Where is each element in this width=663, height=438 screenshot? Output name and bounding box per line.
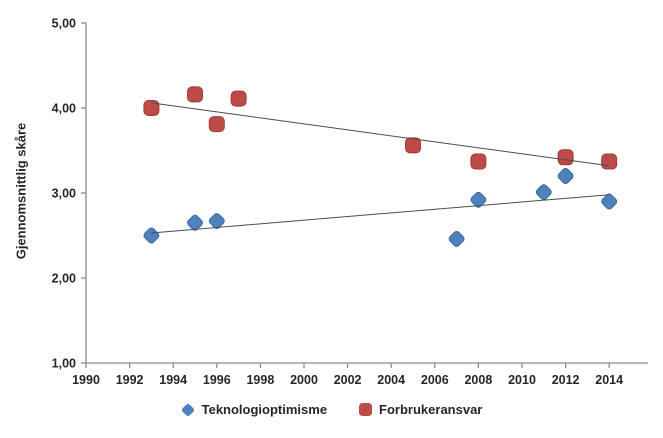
- data-point-forbrukeransvar: [230, 90, 247, 107]
- data-point-teknologioptimisme: [535, 184, 552, 201]
- data-point-forbrukeransvar: [470, 153, 487, 170]
- legend-item-forbrukeransvar: Forbrukeransvar: [359, 402, 482, 417]
- x-tick-label: 2002: [334, 373, 362, 387]
- data-point-forbrukeransvar: [143, 100, 160, 116]
- x-tick-label: 1996: [203, 373, 231, 387]
- legend-label-teknologioptimisme: Teknologioptimisme: [201, 402, 328, 417]
- x-tick-label: 1994: [159, 373, 187, 387]
- data-point-teknologioptimisme: [448, 230, 465, 247]
- y-tick-label: 5,00: [52, 17, 76, 31]
- x-tick-label: 2008: [464, 373, 492, 387]
- x-tick-label: 2004: [377, 373, 405, 387]
- legend-item-teknologioptimisme: Teknologioptimisme: [180, 402, 328, 417]
- x-tick-label: 1990: [72, 373, 100, 387]
- data-point-forbrukeransvar: [208, 116, 225, 133]
- y-tick-label: 2,00: [52, 272, 76, 286]
- y-tick-label: 4,00: [52, 102, 76, 116]
- y-tick-label: 1,00: [52, 357, 76, 371]
- x-tick-label: 2000: [290, 373, 318, 387]
- x-tick-label: 2010: [508, 373, 536, 387]
- data-point-forbrukeransvar: [601, 153, 618, 170]
- data-point-teknologioptimisme: [143, 227, 160, 244]
- data-point-forbrukeransvar: [405, 137, 421, 154]
- data-point-teknologioptimisme: [187, 214, 203, 231]
- x-tick-label: 1992: [116, 373, 144, 387]
- legend-label-forbrukeransvar: Forbrukeransvar: [379, 402, 483, 417]
- trendline-forbrukeransvar: [151, 102, 610, 167]
- trendline-teknologioptimisme: [151, 194, 610, 234]
- square-marker-icon: [359, 403, 373, 416]
- data-point-teknologioptimisme: [557, 168, 574, 184]
- y-tick-label: 3,00: [52, 187, 76, 201]
- data-point-forbrukeransvar: [557, 149, 574, 166]
- x-tick-label: 1998: [246, 373, 274, 387]
- x-tick-label: 2006: [421, 373, 449, 387]
- legend: Teknologioptimisme Forbrukeransvar: [0, 402, 663, 417]
- data-point-teknologioptimisme: [470, 191, 487, 208]
- diamond-marker-icon: [180, 402, 195, 417]
- y-axis-title: Gjennomsnittlig skåre: [13, 122, 29, 260]
- x-tick-label: 2012: [552, 373, 580, 387]
- data-point-teknologioptimisme: [208, 213, 225, 229]
- data-point-forbrukeransvar: [187, 86, 203, 103]
- data-point-teknologioptimisme: [601, 193, 618, 210]
- x-tick-label: 2014: [595, 373, 623, 387]
